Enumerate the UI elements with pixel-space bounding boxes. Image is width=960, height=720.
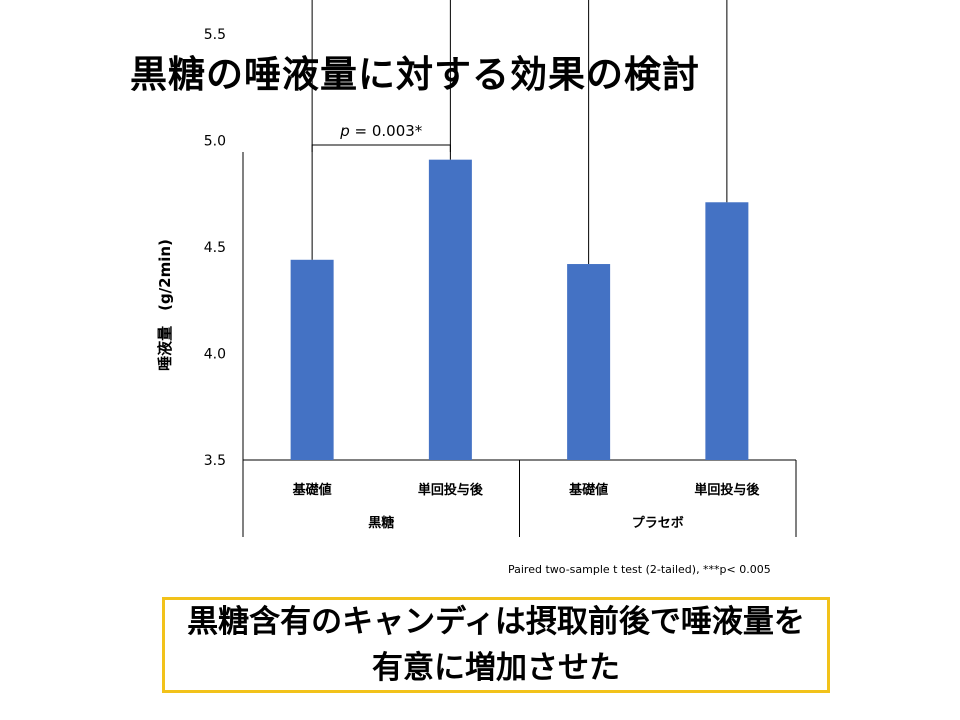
p-symbol: p xyxy=(339,122,350,140)
group-label: 黒糖 xyxy=(368,515,394,531)
bar xyxy=(428,159,472,461)
significance-bracket xyxy=(311,144,451,152)
y-tick-label: 5.5 xyxy=(204,27,226,43)
category-label: 基礎値 xyxy=(292,482,332,498)
bar-chart: 3.54.04.55.05.56.0黒糖プラセボ基礎値単回投与後基礎値単回投与後… xyxy=(156,0,797,537)
bar xyxy=(705,202,749,460)
category-label: 単回投与後 xyxy=(694,482,760,498)
y-axis-label: 唾液量 (g/2min) xyxy=(156,239,174,371)
chart-error-bars xyxy=(311,0,728,265)
y-tick-label: 4.5 xyxy=(204,240,226,256)
y-tick-label: 4.0 xyxy=(204,347,226,363)
category-label: 基礎値 xyxy=(568,482,608,498)
group-label: プラセボ xyxy=(632,515,684,531)
conclusion-text: 黒糖含有のキャンディは摂取前後で唾液量を有意に増加させた xyxy=(187,604,805,686)
p-value: = 0.003* xyxy=(350,122,423,140)
y-tick-label: 3.5 xyxy=(204,453,226,469)
chart-bars xyxy=(290,159,749,461)
statistical-test-note: Paired two-sample t test (2-tailed), ***… xyxy=(508,563,771,576)
chart-axes xyxy=(242,152,797,537)
conclusion-box: 黒糖含有のキャンディは摂取前後で唾液量を有意に増加させた xyxy=(162,597,830,693)
slide-title: 黒糖の唾液量に対する効果の検討 xyxy=(130,53,700,96)
category-label: 単回投与後 xyxy=(418,482,484,498)
y-tick-label: 5.0 xyxy=(204,134,226,150)
chart-labels: 3.54.04.55.05.56.0黒糖プラセボ基礎値単回投与後基礎値単回投与後 xyxy=(204,27,761,531)
bar xyxy=(290,259,334,460)
bar xyxy=(567,264,611,460)
significance-label: p = 0.003* xyxy=(339,122,423,140)
significance-annotation: p = 0.003* xyxy=(311,122,451,152)
